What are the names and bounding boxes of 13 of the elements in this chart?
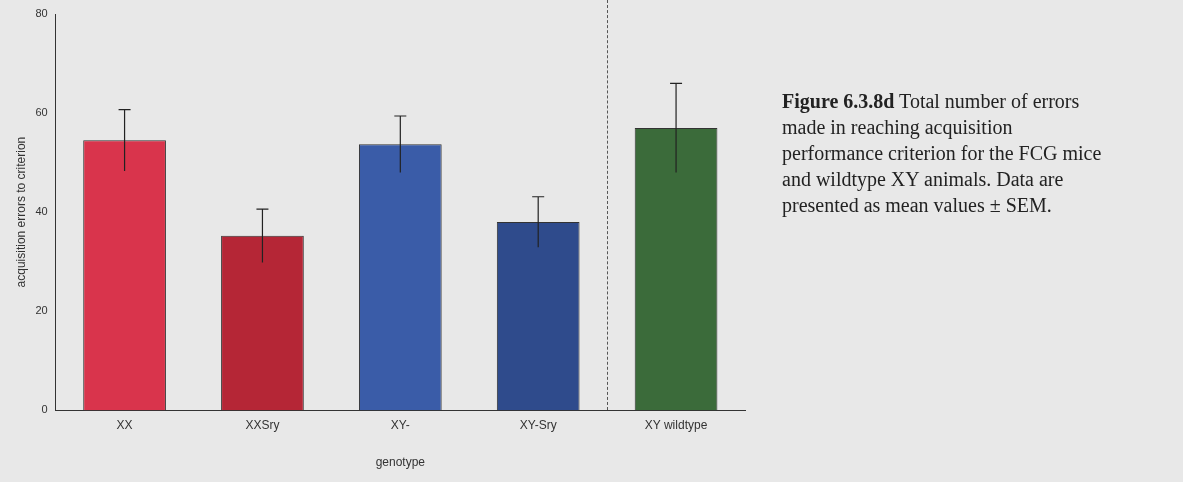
y-tick-label: 0 — [41, 403, 48, 416]
y-tick-label: 40 — [35, 205, 48, 218]
x-tick-label: XY wildtype — [644, 417, 708, 432]
x-axis-title: genotype — [375, 455, 426, 470]
caption: Figure 6.3.8d Total number of errors made in reaching acquisition performance criterion for the FCG mice and wildtype XY animals. Data are presented as mean values ± SEM. — [782, 89, 1102, 218]
x-tick-label: XY- — [390, 417, 410, 432]
x-tick-label: XY-Sry — [519, 417, 557, 432]
x-tick-label: XX — [116, 417, 133, 432]
y-tick-label: 80 — [35, 7, 48, 20]
y-tick-label: 60 — [35, 106, 48, 119]
y-axis-title: acquisition errors to criterion — [13, 136, 28, 288]
x-tick-label: XXSry — [245, 417, 280, 432]
y-tick-label: 20 — [35, 304, 48, 317]
